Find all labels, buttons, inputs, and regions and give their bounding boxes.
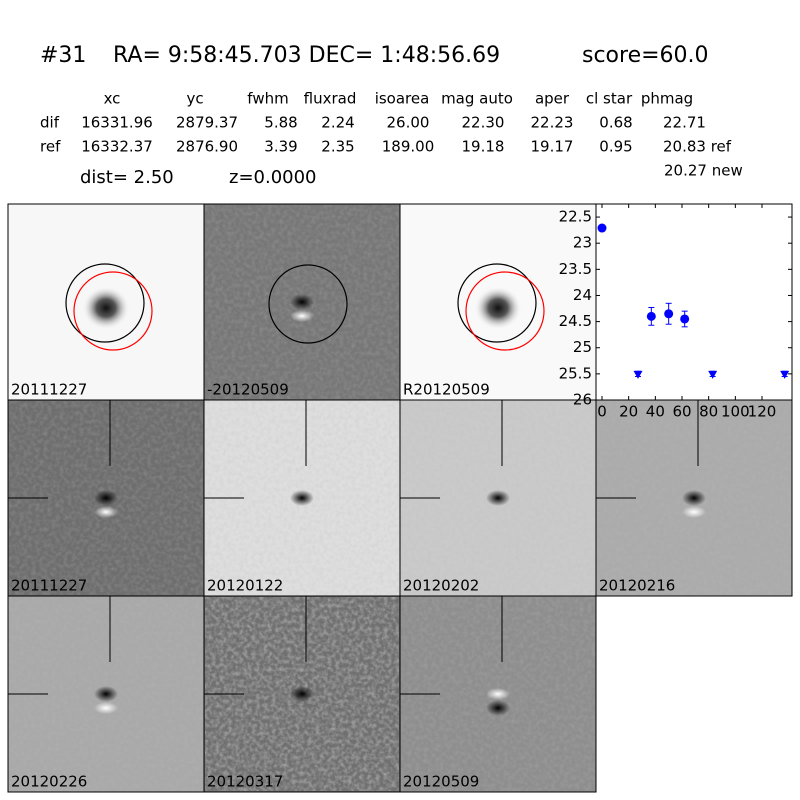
- cell: 5.88: [264, 114, 297, 132]
- stamp-label: 20111227: [11, 381, 87, 399]
- aperture: [457, 263, 537, 343]
- cell: 0.95: [599, 138, 632, 156]
- row-label: ref: [40, 138, 61, 156]
- aperture: [268, 264, 348, 344]
- limit-marker: [708, 370, 718, 379]
- x-tick-label: 20: [619, 403, 638, 421]
- y-tick-label: 25.5: [559, 364, 592, 382]
- cell: 2.24: [321, 114, 354, 132]
- cell: 2.35: [321, 138, 354, 156]
- cell: 189.00: [382, 138, 435, 156]
- column-header: xc: [104, 90, 121, 108]
- stamp-label: 20120317: [207, 773, 283, 791]
- dipole-light: [486, 688, 510, 700]
- y-tick-label: 26: [573, 391, 592, 409]
- dipole-light: [682, 506, 706, 518]
- dipole-dark: [290, 490, 314, 506]
- aperture-ref: [73, 271, 153, 351]
- score: score=60.0: [582, 43, 709, 68]
- new-mag: 20.27 new: [664, 162, 743, 180]
- column-header: mag auto: [441, 90, 513, 108]
- table: xc yc fwhm fluxrad isoarea mag auto aper cl sta…: [40, 90, 732, 156]
- redshift: z=0.0000: [229, 167, 317, 188]
- cell: 22.30: [462, 114, 505, 132]
- x-tick-label: 0: [597, 403, 607, 421]
- dipole-light: [94, 702, 118, 714]
- stamp-label: 20120216: [599, 577, 675, 595]
- y-tick-label: 25: [573, 338, 592, 356]
- column-header: aper: [535, 90, 570, 108]
- cell: 19.17: [531, 138, 574, 156]
- stamp-label: 20120226: [11, 773, 87, 791]
- dipole-dark: [682, 490, 706, 506]
- cell: 2876.90: [176, 138, 238, 156]
- column-header: fwhm: [247, 90, 288, 108]
- row-label: dif: [40, 114, 60, 132]
- y-tick-label: 23: [573, 234, 592, 252]
- dipole-dark: [94, 686, 118, 702]
- column-header: phmag: [641, 90, 693, 108]
- cell: 20.83 ref: [663, 138, 732, 156]
- stamp-label: 20111227: [11, 577, 87, 595]
- aperture-ref: [465, 271, 545, 351]
- cell: 22.71: [663, 114, 706, 132]
- stamp-label: 20120509: [403, 773, 479, 791]
- coordinates: RA= 9:58:45.703 DEC= 1:48:56.69: [113, 43, 500, 68]
- column-header: isoarea: [375, 90, 430, 108]
- y-tick-label: 22.5: [559, 208, 592, 226]
- column-header: yc: [186, 90, 203, 108]
- limit-marker: [633, 370, 643, 379]
- cell: 19.18: [462, 138, 505, 156]
- point: [680, 314, 690, 324]
- column-header: cl star: [586, 90, 633, 108]
- stamp-label: 20120122: [207, 577, 283, 595]
- star: [82, 286, 130, 330]
- x-tick-label: 60: [672, 403, 691, 421]
- dipole-dark: [486, 700, 510, 716]
- cell: 16331.96: [81, 114, 153, 132]
- point: [597, 223, 607, 233]
- dipole-dark: [486, 490, 510, 506]
- dipole-light: [290, 310, 314, 322]
- cell: 26.00: [387, 114, 430, 132]
- x-tick-label: 40: [646, 403, 665, 421]
- stamp-label: -20120509: [207, 381, 289, 399]
- object-id: #31: [40, 43, 86, 68]
- limit-marker: [780, 370, 790, 379]
- x-tick-label: 100: [721, 403, 750, 421]
- stamp-label: R20120509: [403, 381, 490, 399]
- y-tick-label: 23.5: [559, 260, 592, 278]
- y-tick-label: 24.5: [559, 312, 592, 330]
- cell: 3.39: [264, 138, 297, 156]
- point: [646, 311, 656, 321]
- stamp-label: 20120202: [403, 577, 479, 595]
- dipole-light: [94, 506, 118, 518]
- cell: 2879.37: [176, 114, 238, 132]
- aperture: [65, 263, 145, 343]
- plot-area: [595, 203, 793, 401]
- distance: dist= 2.50: [80, 167, 174, 188]
- x-tick-label: 80: [699, 403, 718, 421]
- dipole-dark: [290, 294, 314, 310]
- column-header: fluxrad: [304, 90, 357, 108]
- point: [664, 309, 674, 319]
- y-tick-label: 24: [573, 286, 592, 304]
- dipole-dark: [94, 490, 118, 506]
- dipole-dark: [290, 686, 314, 702]
- x-tick-label: 120: [748, 403, 777, 421]
- cell: 22.23: [531, 114, 574, 132]
- star: [474, 286, 522, 330]
- cell: 16332.37: [81, 138, 153, 156]
- cell: 0.68: [599, 114, 632, 132]
